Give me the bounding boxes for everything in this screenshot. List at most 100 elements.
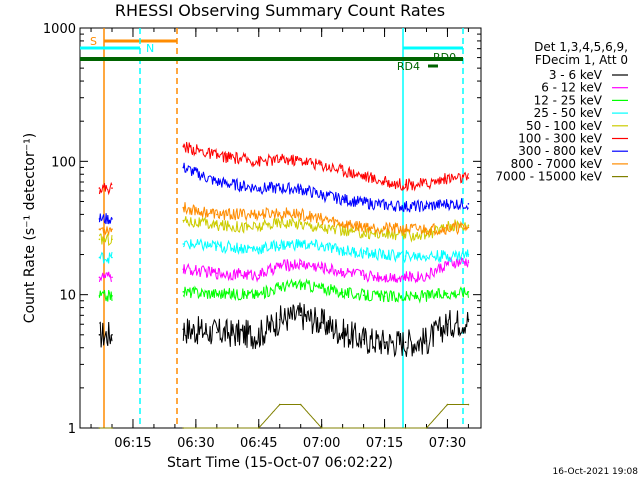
data-point [182, 268, 185, 271]
data-point [257, 187, 260, 189]
data-point [299, 188, 302, 190]
series-line [98, 289, 113, 302]
legend-label: 12 - 25 keV [534, 93, 603, 107]
data-point [98, 228, 101, 230]
data-point [383, 341, 386, 344]
data-point [467, 253, 470, 256]
data-point [404, 228, 407, 230]
data-point [216, 155, 218, 157]
chart-title: RHESSI Observing Summary Count Rates [115, 1, 445, 20]
data-point [404, 296, 407, 298]
observing-regions: S N RD0 RD4 [80, 28, 464, 428]
data-point [182, 243, 185, 245]
data-point [98, 295, 101, 297]
data-point [362, 252, 365, 254]
data-point [320, 164, 323, 166]
data-point [341, 230, 344, 232]
data-point [362, 232, 365, 234]
data-point [383, 295, 386, 298]
data-point [278, 212, 281, 214]
series-line [182, 202, 469, 236]
data-point [299, 314, 302, 317]
data-point [425, 340, 428, 342]
data-point [362, 201, 365, 204]
x-tick-label: 06:15 [114, 436, 151, 451]
data-point [216, 272, 218, 274]
data-point [383, 204, 386, 206]
data-point [278, 285, 281, 288]
flag-label-s: S [90, 35, 97, 48]
legend-label: 6 - 12 keV [541, 81, 603, 95]
data-point [446, 255, 449, 257]
data-point [98, 238, 101, 241]
legend-label: 25 - 50 keV [534, 106, 603, 120]
data-point [98, 427, 101, 429]
data-point [446, 203, 449, 205]
data-point [278, 187, 281, 189]
data-point [446, 177, 449, 179]
data-point [278, 221, 281, 223]
footer-date: 16-Oct-2021 19:08 [553, 467, 639, 477]
data-point [383, 181, 386, 183]
data-point [98, 334, 101, 336]
data-point [216, 224, 218, 227]
data-point [257, 213, 260, 216]
data-point [404, 341, 407, 344]
data-point [278, 158, 281, 161]
data-point [425, 205, 428, 208]
data-point [341, 427, 344, 429]
data-point [467, 291, 470, 293]
data-point [111, 218, 113, 220]
series-line [99, 226, 113, 237]
series-line [182, 278, 469, 304]
data-point [299, 213, 302, 216]
series-line [183, 238, 469, 264]
data-point [257, 274, 260, 276]
data-point [278, 244, 281, 246]
series-line [182, 302, 469, 358]
flag-label-n: N [146, 42, 154, 55]
data-point [182, 291, 185, 293]
data-point [467, 261, 470, 264]
x-tick-label: 06:30 [177, 436, 214, 451]
data-point [362, 225, 365, 228]
data-point [257, 226, 260, 229]
legend-header-2: FDecim 1, Att 0 [535, 53, 628, 67]
x-axis-label: Start Time (15-Oct-07 06:02:22) [167, 455, 393, 471]
data-point [446, 263, 449, 265]
series-line [99, 321, 113, 348]
x-tick-label: 07:15 [366, 436, 403, 451]
series-line [98, 271, 112, 283]
data-point [216, 292, 218, 295]
data-point [299, 283, 302, 285]
data-point [383, 427, 386, 429]
data-point [111, 238, 113, 241]
data-point [111, 334, 113, 336]
data-point [425, 427, 428, 429]
data-point [425, 255, 428, 257]
data-point [383, 276, 386, 278]
series-line [183, 404, 469, 429]
data-point [111, 295, 113, 297]
data-point [341, 169, 344, 171]
flag-label-rd0: RD0 [433, 51, 456, 64]
data-point [362, 338, 365, 341]
data-point [467, 226, 470, 229]
data-point [320, 226, 323, 229]
series-line [182, 162, 469, 213]
data-point [257, 248, 260, 250]
data-point [182, 166, 185, 169]
data-point [404, 234, 407, 236]
x-tick-label: 06:45 [240, 436, 277, 451]
data-point [467, 318, 470, 321]
flag-label-rd4: RD4 [397, 60, 420, 73]
data-point [446, 227, 449, 230]
data-point [182, 145, 185, 147]
x-axis-ticks: 06:15 06:30 06:45 07:00 07:15 07:30 [90, 28, 469, 451]
data-point [257, 293, 260, 296]
data-point [341, 249, 344, 252]
legend-label: 800 - 7000 keV [511, 157, 603, 171]
data-point [383, 227, 386, 230]
data-point [341, 331, 344, 334]
